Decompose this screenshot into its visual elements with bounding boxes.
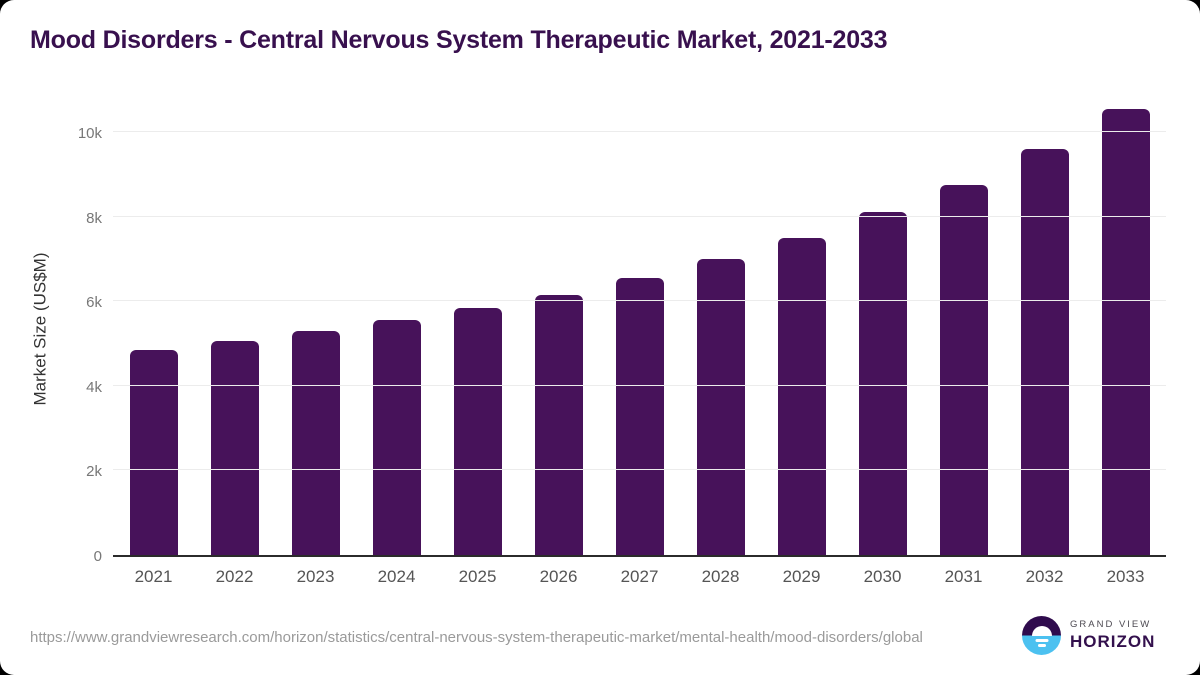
xtick-label-2025: 2025	[458, 567, 497, 586]
ytick-label-0: 0	[93, 548, 102, 565]
xtick-label-2023: 2023	[296, 567, 335, 586]
x-axis-labels: 2021 2022 2023 2024 2025 2026 2027 2028 2029 2030…	[113, 567, 1166, 587]
bar-2033[interactable]	[1101, 109, 1150, 555]
bar-slot-2027	[599, 100, 680, 555]
bar-slot-2032	[1004, 100, 1085, 555]
xtick-label-2024: 2024	[377, 567, 416, 586]
bar-slot-2023	[275, 100, 356, 555]
xtick-label-2026: 2026	[539, 567, 578, 586]
xtick-label-2022: 2022	[215, 567, 254, 586]
bar-slot-2025	[437, 100, 518, 555]
horizon-sun-icon	[1022, 616, 1061, 655]
bar-2032[interactable]	[1020, 149, 1069, 555]
bar-slot-2026	[518, 100, 599, 555]
bar-2026[interactable]	[534, 295, 583, 555]
bar-2027[interactable]	[615, 278, 664, 555]
bar-slot-2022	[194, 100, 275, 555]
bar-slot-2029	[761, 100, 842, 555]
plot-area	[113, 100, 1166, 557]
source-url[interactable]: https://www.grandviewresearch.com/horizo…	[30, 629, 923, 646]
logo-brand-line: GRAND VIEW	[1070, 619, 1152, 630]
chart-title: Mood Disorders - Central Nervous System …	[30, 26, 888, 54]
bar-slot-2024	[356, 100, 437, 555]
bar-slot-2028	[680, 100, 761, 555]
ytick-label-10k: 10k	[77, 125, 102, 142]
bar-2023[interactable]	[291, 331, 340, 555]
reflection-bar	[1037, 644, 1046, 647]
gridline-2k	[113, 469, 1166, 471]
y-axis-label-wrap: Market Size (US$M)	[24, 100, 58, 557]
bar-2022[interactable]	[210, 341, 259, 555]
bar-slot-2033	[1085, 100, 1166, 555]
gridline-10k	[113, 131, 1166, 132]
xtick-label-2028: 2028	[701, 567, 740, 586]
bar-2028[interactable]	[696, 259, 745, 555]
ytick-label-4k: 4k	[86, 378, 102, 396]
bar-2021[interactable]	[129, 350, 178, 555]
bar-2029[interactable]	[777, 238, 826, 555]
logo-text: GRAND VIEW HORIZON	[1070, 619, 1155, 652]
ytick-label-8k: 8k	[86, 209, 102, 227]
xtick-label-2033: 2033	[1106, 567, 1145, 586]
ytick-label-2k: 2k	[86, 463, 102, 481]
bar-slot-2030	[842, 100, 923, 555]
xtick-label-2029: 2029	[782, 567, 821, 586]
bar-2030[interactable]	[858, 212, 907, 555]
grand-view-horizon-logo: GRAND VIEW HORIZON	[1022, 616, 1155, 655]
xtick-label-2031: 2031	[944, 567, 983, 586]
ytick-label-6k: 6k	[86, 294, 102, 312]
xtick-label-2030: 2030	[863, 567, 902, 586]
gridline-4k	[113, 384, 1166, 386]
gridline-8k	[113, 215, 1166, 217]
reflection-bar	[1035, 639, 1048, 642]
logo-product-line: HORIZON	[1070, 632, 1156, 651]
xtick-label-2032: 2032	[1025, 567, 1064, 586]
bar-slot-2021	[113, 100, 194, 555]
bars-container	[113, 100, 1166, 555]
sun-shape	[1031, 625, 1052, 636]
bar-2024[interactable]	[372, 320, 421, 555]
bar-slot-2031	[923, 100, 1004, 555]
xtick-label-2027: 2027	[620, 567, 659, 586]
bar-2031[interactable]	[939, 185, 988, 555]
gridline-6k	[113, 300, 1166, 302]
bar-2025[interactable]	[453, 308, 502, 555]
xtick-label-2021: 2021	[134, 567, 173, 586]
